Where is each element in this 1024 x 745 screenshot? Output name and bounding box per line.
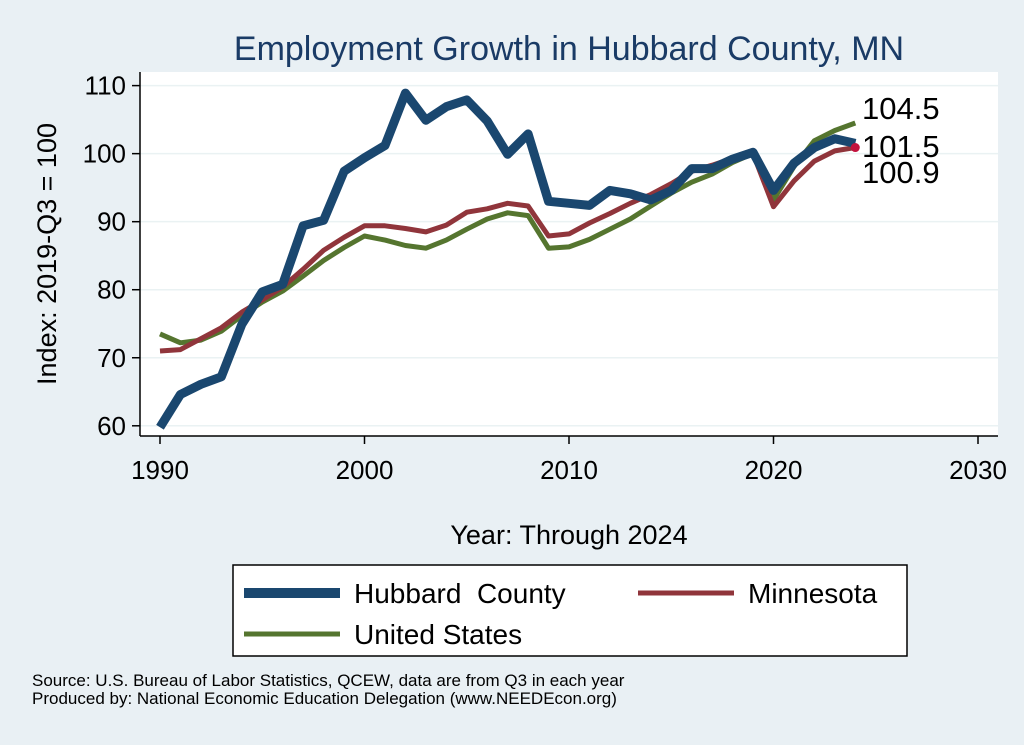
- series-lines: [156, 88, 860, 430]
- plot-area: [140, 72, 998, 436]
- x-axis-label: Year: Through 2024: [450, 520, 687, 550]
- end-label-hubbard-county: 101.5: [862, 129, 940, 164]
- y-tick-label: 90: [97, 207, 126, 237]
- x-tick-label: 2010: [540, 455, 598, 485]
- legend-label-hubbard: Hubbard County: [354, 578, 566, 609]
- y-tick-label: 60: [97, 411, 126, 441]
- y-axis-label: Index: 2019-Q3 = 100: [32, 123, 62, 385]
- y-tick-label: 70: [97, 343, 126, 373]
- y-tick-label: 100: [83, 139, 126, 169]
- axis-ticks: 60 70 80 90 100 110 1990 2000 2010 2020 2030: [83, 71, 1007, 485]
- end-marker: [850, 143, 860, 153]
- legend-label-us: United States: [354, 619, 522, 650]
- source-note: Source: U.S. Bureau of Labor Statistics,…: [32, 671, 625, 690]
- legend-label-minnesota: Minnesota: [748, 578, 878, 609]
- end-label-united-states: 104.5: [862, 91, 940, 126]
- footer: Source: U.S. Bureau of Labor Statistics,…: [32, 672, 624, 708]
- x-tick-label: 2020: [745, 455, 803, 485]
- legend: Hubbard County Minnesota United States: [232, 564, 908, 657]
- end-label-minnesota: 100.9: [862, 155, 940, 190]
- legend-box: [232, 564, 908, 657]
- x-tick-label: 2030: [949, 455, 1007, 485]
- producer-note: Produced by: National Economic Education…: [32, 689, 617, 708]
- x-tick-label: 2000: [336, 455, 394, 485]
- y-tick-label: 110: [85, 71, 126, 101]
- chart-title: Employment Growth in Hubbard County, MN: [234, 30, 904, 68]
- y-tick-label: 80: [97, 275, 126, 305]
- series-line-hubbard-county: [156, 88, 857, 430]
- x-tick-label: 1990: [131, 455, 189, 485]
